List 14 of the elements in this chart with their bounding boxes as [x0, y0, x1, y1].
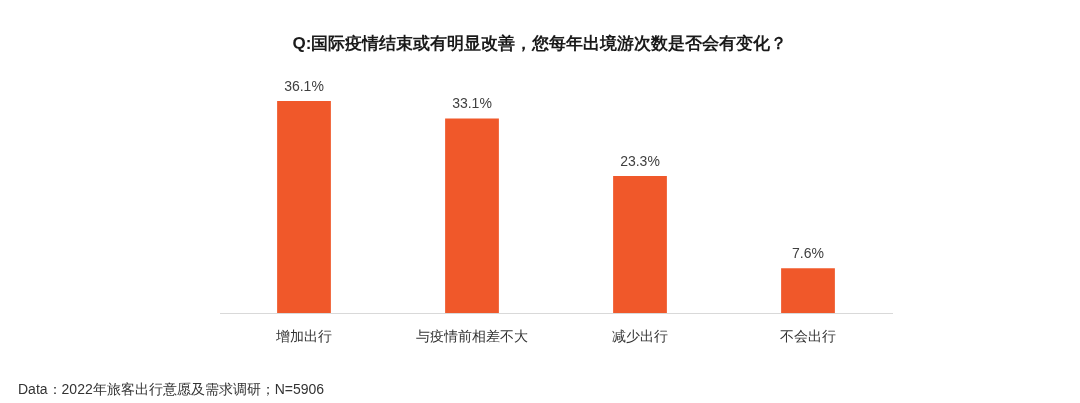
data-label: 23.3%	[620, 152, 660, 169]
x-tick-label: 与疫情前相差不大	[416, 328, 528, 345]
x-tick-label: 减少出行	[612, 328, 668, 345]
data-label: 7.6%	[792, 245, 824, 262]
x-tick-label: 不会出行	[780, 328, 836, 345]
bar	[781, 268, 835, 313]
bar	[613, 176, 667, 313]
x-tick-label: 增加出行	[275, 328, 332, 345]
chart-title: Q:国际疫情结束或有明显改善，您每年出境游次数是否会有变化？	[291, 33, 789, 55]
data-label: 36.1%	[284, 77, 324, 94]
bar	[277, 100, 331, 313]
text: Data：2022年旅客出行意愿及需求调研；N=5906	[18, 380, 325, 398]
bar	[445, 118, 499, 313]
data-label: 33.1%	[452, 95, 492, 112]
